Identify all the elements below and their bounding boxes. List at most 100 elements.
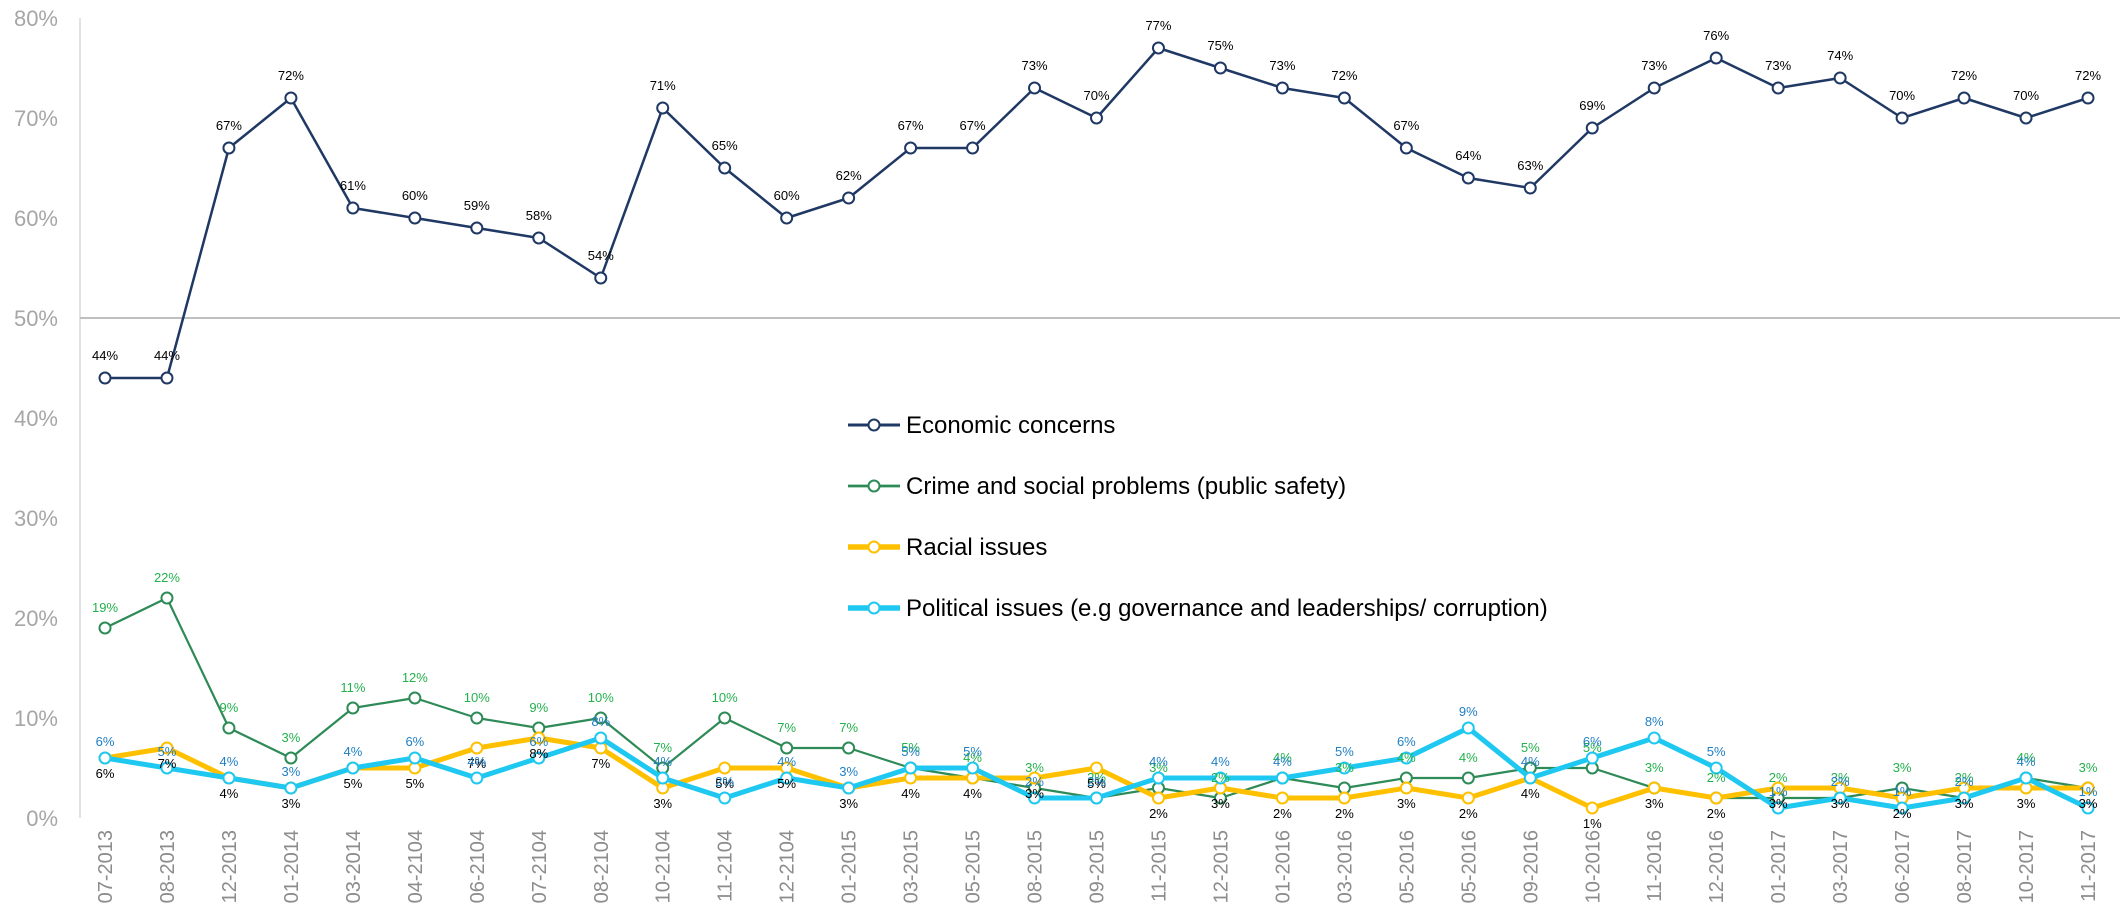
x-tick-label: 01-2016 — [1272, 830, 1294, 903]
data-label: 6% — [529, 734, 548, 749]
data-label: 70% — [2013, 88, 2039, 103]
data-point — [284, 91, 298, 105]
x-tick-label: 08-2104 — [591, 830, 613, 903]
data-point — [222, 141, 236, 155]
data-label: 5% — [777, 776, 796, 791]
x-tick-label: 03-2016 — [1334, 830, 1356, 903]
data-label: 3% — [1831, 796, 1850, 811]
data-label: 4% — [653, 754, 672, 769]
x-tick-label: 11-2015 — [1148, 830, 1170, 902]
data-label: 4% — [343, 744, 362, 759]
data-point — [1771, 801, 1785, 815]
x-tick-label: 05-2015 — [963, 830, 985, 903]
data-point — [1771, 81, 1785, 95]
data-point — [1275, 771, 1289, 785]
data-label: 73% — [1641, 58, 1667, 73]
data-point — [842, 741, 856, 755]
data-label: 7% — [591, 756, 610, 771]
data-label: 71% — [650, 78, 676, 93]
data-point — [594, 731, 608, 745]
legend-label: Political issues (e.g governance and lea… — [906, 595, 1548, 622]
data-point — [1028, 791, 1042, 805]
data-label: 5% — [1583, 740, 1602, 755]
data-point — [1895, 801, 1909, 815]
data-point — [2081, 781, 2095, 795]
data-label: 5% — [1707, 744, 1726, 759]
data-point — [1647, 731, 1661, 745]
data-label: 19% — [92, 600, 118, 615]
data-label: 7% — [839, 720, 858, 735]
data-label: 2% — [1335, 806, 1354, 821]
data-point — [1585, 751, 1599, 765]
x-tick-label: 09-2016 — [1520, 830, 1542, 903]
data-point — [470, 711, 484, 725]
data-label: 4% — [220, 754, 239, 769]
legend: Economic concerns Crime and social proble… — [848, 412, 1548, 622]
data-point — [346, 761, 360, 775]
x-tick-label: 12-2016 — [1706, 830, 1728, 903]
x-tick-label: 12-2015 — [1210, 830, 1232, 903]
data-label: 2% — [1025, 774, 1044, 789]
x-tick-label: 10-2017 — [2016, 830, 2038, 903]
data-point — [1337, 761, 1351, 775]
data-point — [1090, 791, 1103, 805]
data-label: 10% — [464, 690, 490, 705]
data-label: 6% — [96, 766, 115, 781]
data-label: 72% — [1951, 68, 1977, 83]
data-point — [98, 751, 112, 765]
y-tick-label: 40% — [14, 406, 58, 431]
data-label: 5% — [1087, 776, 1106, 791]
data-label: 67% — [216, 118, 242, 133]
y-tick-label: 30% — [14, 506, 58, 531]
data-label: 3% — [2079, 760, 2098, 775]
data-point — [1709, 51, 1723, 65]
data-label: 62% — [836, 168, 862, 183]
x-tick-label: 06-2104 — [467, 830, 489, 903]
data-label: 3% — [1769, 796, 1788, 811]
data-label: 74% — [1827, 48, 1853, 63]
data-label: 3% — [1211, 796, 1230, 811]
data-label: 44% — [92, 348, 118, 363]
legend-swatch-marker — [867, 418, 881, 432]
data-point — [842, 781, 856, 795]
x-tick-label: 04-2104 — [405, 830, 427, 903]
data-label: 2% — [1769, 770, 1788, 785]
data-label: 2% — [1149, 806, 1168, 821]
data-point — [160, 741, 174, 755]
data-label: 1% — [1893, 784, 1912, 799]
data-point — [1895, 111, 1909, 125]
data-point — [284, 781, 298, 795]
data-label: 72% — [1331, 68, 1357, 83]
data-point — [160, 591, 174, 605]
data-label: 2% — [715, 774, 734, 789]
data-label: 4% — [901, 786, 920, 801]
data-label: 2% — [1707, 770, 1726, 785]
data-point — [1337, 791, 1351, 805]
data-point — [1833, 71, 1847, 85]
data-labels: 44% 44% 67% 72% 61% 60% 59% 58% 54% 71% 65% 60% 62% 6… — [92, 18, 2101, 831]
data-label: 2% — [1273, 806, 1292, 821]
data-point — [1461, 791, 1475, 805]
x-tick-label: 08-2017 — [1954, 830, 1976, 903]
data-label: 3% — [2079, 796, 2098, 811]
data-label: 4% — [2017, 754, 2036, 769]
x-tick-label: 10-2104 — [653, 830, 675, 903]
data-point — [408, 751, 422, 765]
data-point — [656, 771, 670, 785]
x-tick-label: 05-2016 — [1396, 830, 1418, 903]
data-point — [594, 271, 608, 285]
data-label: 5% — [901, 744, 920, 759]
x-tick-label: 10-2016 — [1582, 830, 1604, 903]
data-point — [780, 771, 794, 785]
data-point — [1771, 781, 1785, 795]
data-label: 4% — [1521, 754, 1540, 769]
data-label: 63% — [1517, 158, 1543, 173]
data-label: 3% — [1645, 796, 1664, 811]
data-label: 10% — [588, 690, 614, 705]
data-label: 2% — [1459, 806, 1478, 821]
data-point — [1399, 781, 1413, 795]
data-label: 9% — [1459, 704, 1478, 719]
data-label: 7% — [158, 756, 177, 771]
legend-swatch-marker — [867, 601, 881, 615]
